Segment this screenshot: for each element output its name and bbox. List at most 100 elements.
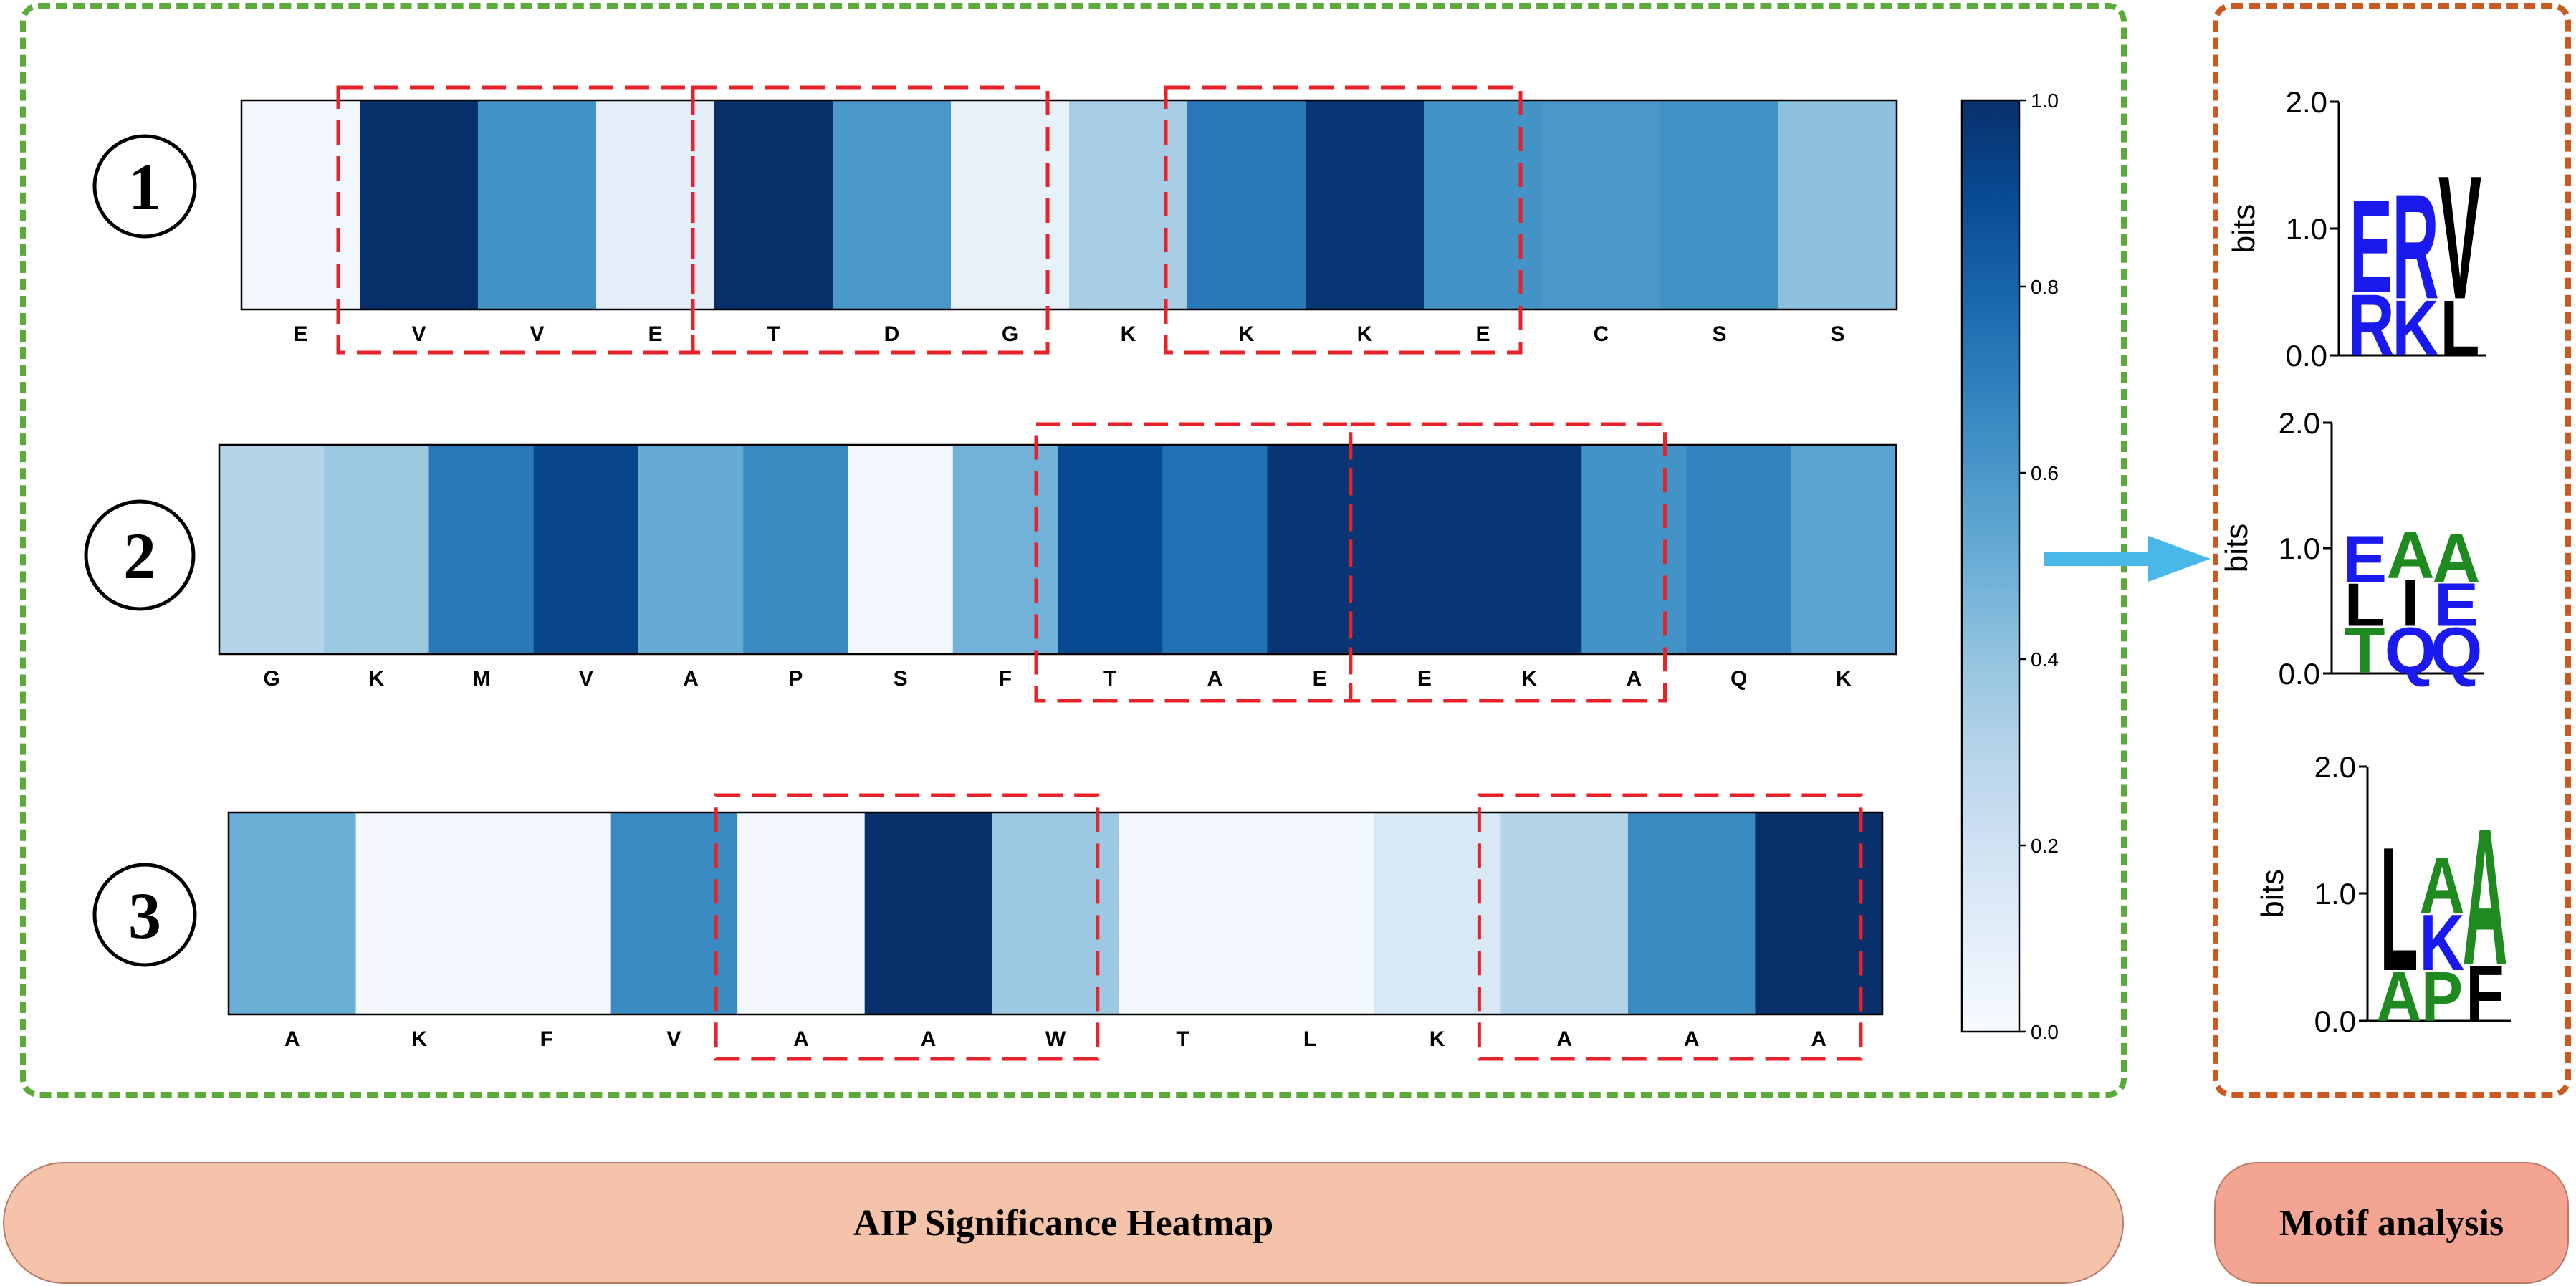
- heatmap-cell: [241, 100, 360, 309]
- residue-label: K: [411, 1027, 427, 1051]
- residue-label: W: [1045, 1027, 1066, 1051]
- residue-label: A: [284, 1027, 300, 1051]
- residue-label: V: [530, 322, 544, 346]
- logo-letter: L: [2380, 812, 2418, 1009]
- sequence-index-circle: [92, 863, 197, 967]
- heatmap-cell: [1755, 812, 1883, 1014]
- logo-y-axis-label: bits: [2255, 869, 2290, 918]
- sequence-index-circle: [84, 499, 196, 611]
- logo-letter: T: [2345, 613, 2385, 687]
- logo-y-tick-label: 2.0: [2314, 750, 2356, 784]
- heatmap-row-1: E V V E T D G K K K E C S S 1: [92, 85, 1898, 355]
- logo-y-tick-label: 2.0: [2286, 85, 2327, 119]
- residue-label: E: [293, 322, 307, 346]
- heatmap-cell: [1373, 812, 1501, 1014]
- motif-highlight-box: [1349, 422, 1667, 703]
- heatmap-cell: [1778, 100, 1897, 309]
- residue-label: Q: [1730, 667, 1747, 691]
- residue-label: K: [369, 667, 385, 691]
- heatmap-cell: [864, 812, 992, 1014]
- heatmap-panel-frame: [20, 3, 2127, 1098]
- logo-letter: A: [2432, 520, 2480, 598]
- residue-label: T: [767, 322, 780, 346]
- colorbar-tick-label: 0.6: [2031, 462, 2059, 484]
- motif-label-text: Motif analysis: [2279, 1202, 2504, 1244]
- residue-label: P: [788, 667, 803, 691]
- heatmap-cell: [743, 445, 849, 654]
- motif-section-label: Motif analysis: [2214, 1162, 2569, 1284]
- heatmap-border: [240, 99, 1898, 311]
- heatmap-cell: [1581, 445, 1687, 654]
- residue-label: E: [1313, 667, 1327, 691]
- logo-letter: Q: [2385, 613, 2437, 687]
- sequence-index-number: 1: [128, 150, 161, 224]
- residue-label: K: [1121, 322, 1136, 346]
- heatmap-cell: [483, 812, 611, 1014]
- residue-label: A: [921, 1027, 937, 1051]
- sequence-index-number: 3: [128, 879, 161, 952]
- heatmap-border: [218, 443, 1897, 656]
- heatmap-cell: [1627, 812, 1756, 1014]
- residue-label: V: [411, 322, 426, 346]
- logo-y-tick-label: 1.0: [2279, 532, 2320, 565]
- heatmap-cell: [1660, 100, 1779, 309]
- residue-label: E: [648, 322, 662, 346]
- residue-label: T: [1103, 667, 1116, 691]
- heatmap-cell: [952, 445, 1058, 654]
- logo-y-tick-label: 2.0: [2279, 406, 2320, 440]
- residue-label: E: [1417, 667, 1432, 691]
- heatmap-cell: [478, 100, 597, 309]
- heatmap-row-2: G K M V A P S F T A E E K A Q K 2: [84, 422, 1897, 703]
- heatmap-cell: [714, 100, 833, 309]
- logo-letter: R: [2347, 275, 2394, 374]
- heatmap-cell: [1500, 812, 1629, 1014]
- heatmap-cell: [355, 812, 484, 1014]
- logo-y-tick-label: 0.0: [2279, 657, 2320, 691]
- heatmap-cell: [1069, 100, 1188, 309]
- residue-label: F: [999, 667, 1012, 691]
- colorbar-tick-label: 0.8: [2031, 276, 2059, 298]
- heatmap-section-label: AIP Significance Heatmap: [3, 1162, 2124, 1284]
- colorbar: 1.0 0.8 0.6 0.4 0.2 0.0: [1960, 90, 2059, 1043]
- residue-label: M: [472, 667, 490, 691]
- colorbar-tick-label: 0.4: [2031, 648, 2059, 671]
- logo-letter: A: [2376, 957, 2421, 1036]
- residue-label: F: [540, 1027, 553, 1051]
- heatmap-cell: [1058, 445, 1163, 654]
- logo-letter: E: [2342, 522, 2387, 596]
- heatmap-label-text: AIP Significance Heatmap: [853, 1202, 1274, 1244]
- heatmap-cell: [360, 100, 479, 309]
- logo-letter: I: [2401, 566, 2420, 640]
- heatmap-cell: [1542, 100, 1661, 309]
- logo-letter: R: [2392, 163, 2438, 331]
- colorbar-tick-label: 1.0: [2031, 90, 2059, 112]
- logo-y-tick-label: 0.0: [2286, 339, 2327, 373]
- heatmap-cell: [1162, 445, 1268, 654]
- heatmap-cell: [638, 445, 744, 654]
- logo-letter: K: [2392, 284, 2438, 373]
- logo-y-axis-label: bits: [2226, 204, 2261, 253]
- heatmap-cell: [848, 445, 954, 654]
- heatmap-cell: [1477, 445, 1582, 654]
- logo-y-tick-label: 1.0: [2314, 877, 2356, 911]
- heatmap-cell: [229, 812, 357, 1014]
- motif-highlight-box: [1477, 793, 1863, 1061]
- heatmap-cell: [596, 100, 715, 309]
- residue-label: G: [1002, 322, 1018, 346]
- heatmap-cell: [1306, 100, 1425, 309]
- logo-letter: E: [2350, 173, 2393, 320]
- heatmap-cell: [992, 812, 1120, 1014]
- logo-letter: P: [2421, 957, 2463, 1036]
- residue-label: K: [1357, 322, 1373, 346]
- heatmap-cell: [1187, 100, 1306, 309]
- residue-label: A: [1811, 1027, 1826, 1051]
- arrow-icon: [2044, 536, 2211, 582]
- heatmap-cell: [1119, 812, 1247, 1014]
- motif-highlight-box: [1164, 85, 1523, 355]
- heatmap-cell: [1791, 445, 1897, 654]
- residue-label: A: [1207, 667, 1223, 691]
- heatmap-cell: [1246, 812, 1374, 1014]
